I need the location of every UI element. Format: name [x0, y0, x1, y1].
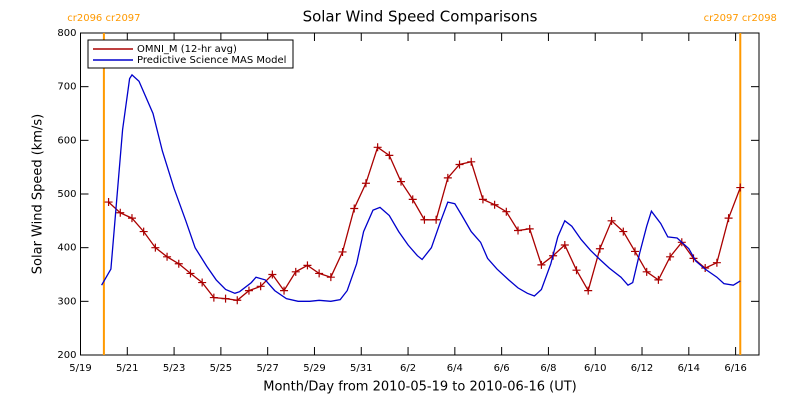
- plus-marker: [630, 247, 639, 256]
- y-tick-label: 200: [57, 350, 76, 361]
- plus-marker: [256, 282, 265, 291]
- plus-marker: [373, 143, 382, 152]
- y-tick-label: 800: [57, 28, 76, 39]
- plus-marker: [116, 208, 125, 217]
- plus-marker: [642, 267, 651, 276]
- legend-label: Predictive Science MAS Model: [137, 55, 286, 66]
- plus-marker: [560, 240, 569, 249]
- plus-marker: [490, 200, 499, 209]
- plus-marker: [268, 270, 277, 279]
- plus-marker: [572, 266, 581, 275]
- plus-marker: [736, 183, 745, 192]
- plus-marker: [397, 177, 406, 186]
- plus-marker: [104, 198, 113, 207]
- plus-marker: [478, 195, 487, 204]
- plus-marker: [303, 261, 312, 270]
- y-tick-label: 700: [57, 82, 76, 93]
- plus-marker: [443, 173, 452, 182]
- boundary-label: cr2096 cr2097: [67, 13, 140, 24]
- x-tick-label: 5/31: [350, 363, 372, 374]
- x-tick-label: 6/6: [494, 363, 510, 374]
- plus-marker: [654, 275, 663, 284]
- plus-marker: [127, 214, 136, 223]
- x-tick-label: 5/19: [69, 363, 91, 374]
- legend: OMNI_M (12-hr avg)Predictive Science MAS…: [87, 39, 294, 69]
- x-tick-label: 5/21: [116, 363, 138, 374]
- plus-marker: [701, 264, 710, 273]
- plus-marker: [198, 278, 207, 287]
- series-line: [108, 146, 741, 301]
- x-tick-label: 5/29: [303, 363, 325, 374]
- plus-marker: [209, 293, 218, 302]
- plus-marker: [338, 247, 347, 256]
- plus-marker: [420, 215, 429, 224]
- chart-title: Solar Wind Speed Comparisons: [303, 8, 538, 26]
- y-tick-label: 600: [57, 135, 76, 146]
- y-axis-label: Solar Wind Speed (km/s): [31, 114, 46, 274]
- x-tick-label: 5/25: [210, 363, 232, 374]
- x-tick-label: 6/16: [724, 363, 746, 374]
- series-line: [101, 73, 741, 302]
- plus-marker: [619, 227, 628, 236]
- plus-marker: [455, 160, 464, 169]
- plus-marker: [244, 286, 253, 295]
- plus-marker: [432, 215, 441, 224]
- x-tick-label: 6/2: [400, 363, 416, 374]
- x-tick-label: 6/4: [447, 363, 463, 374]
- plus-marker: [186, 269, 195, 278]
- plus-marker: [326, 273, 335, 282]
- plus-marker: [280, 286, 289, 295]
- plus-marker: [139, 227, 148, 236]
- x-tick-label: 6/10: [584, 363, 606, 374]
- legend-box: [87, 39, 294, 69]
- plus-marker: [315, 269, 324, 278]
- y-tick-label: 400: [57, 243, 76, 254]
- plus-marker: [514, 226, 523, 235]
- legend-label: OMNI_M (12-hr avg): [137, 44, 237, 55]
- x-tick-label: 5/27: [256, 363, 278, 374]
- plus-marker: [525, 224, 534, 233]
- plus-marker: [221, 294, 230, 303]
- plus-marker: [291, 267, 300, 276]
- plus-marker: [666, 252, 675, 261]
- plus-marker: [408, 195, 417, 204]
- x-tick-label: 5/23: [163, 363, 185, 374]
- x-axis-label: Month/Day from 2010-05-19 to 2010-06-16 …: [263, 380, 576, 395]
- y-tick-label: 500: [57, 189, 76, 200]
- plus-marker: [163, 252, 172, 261]
- plus-marker: [537, 260, 546, 269]
- plus-marker: [350, 204, 359, 213]
- plot-frame: [80, 32, 760, 356]
- x-tick-label: 6/8: [540, 363, 556, 374]
- plus-marker: [233, 296, 242, 305]
- plus-marker: [467, 157, 476, 166]
- y-tick-label: 300: [57, 296, 76, 307]
- plus-marker: [151, 243, 160, 252]
- plus-marker: [584, 286, 593, 295]
- plus-marker: [595, 244, 604, 253]
- x-tick-label: 6/12: [631, 363, 653, 374]
- x-tick-label: 6/14: [678, 363, 700, 374]
- plus-marker: [502, 207, 511, 216]
- plus-marker: [607, 216, 616, 225]
- plus-marker: [724, 214, 733, 223]
- plus-marker: [385, 151, 394, 160]
- boundary-label: cr2097 cr2098: [704, 13, 777, 24]
- plus-marker: [174, 259, 183, 268]
- plus-marker: [361, 179, 370, 188]
- plus-marker: [712, 258, 721, 267]
